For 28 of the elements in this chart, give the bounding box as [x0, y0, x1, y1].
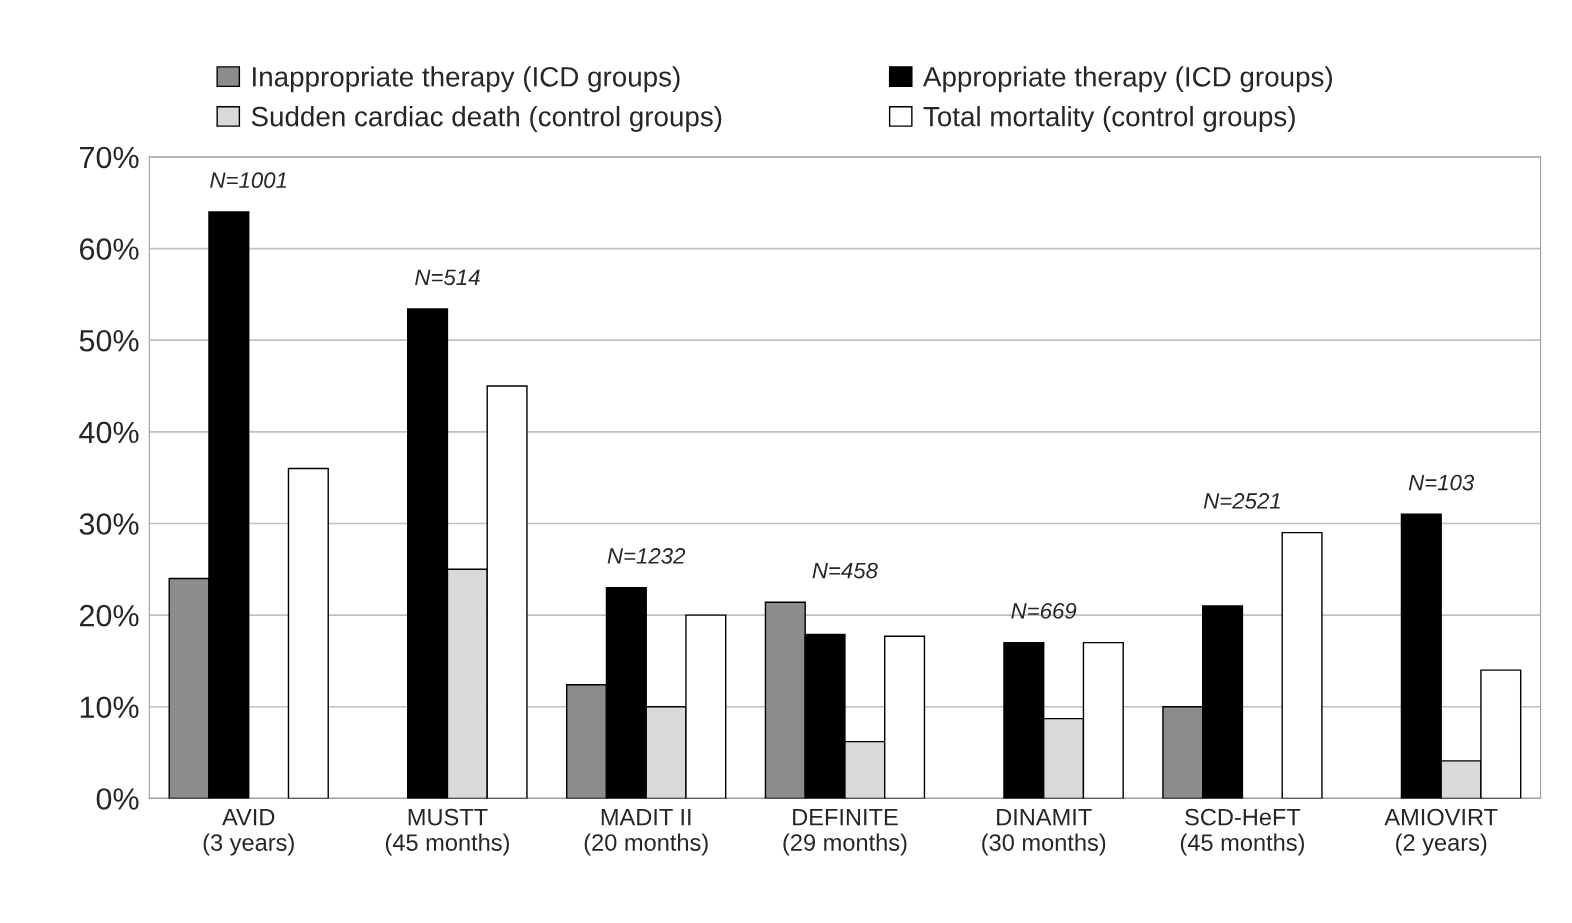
y-tick-label: 30%	[79, 513, 139, 535]
x-tick-label: AVID (3 years)	[203, 808, 294, 856]
annotation: N=1001	[210, 172, 287, 189]
y-tick-label: 20%	[80, 604, 139, 627]
legend-label: Appropriate therapy (ICD groups)	[923, 66, 1332, 93]
y-tick-label: 40%	[79, 421, 139, 444]
legend-label: Total mortality (control groups)	[923, 106, 1295, 132]
x-tick-label: AMIOVIRT (2 years)	[1384, 808, 1498, 856]
y-tick-label: 60%	[80, 238, 139, 260]
x-tick-label: DINAMIT (30 months)	[982, 808, 1106, 856]
x-tick-label: MUSTT (45 months)	[385, 808, 509, 856]
bar	[1281, 531, 1323, 799]
annotation: N=2521	[1203, 493, 1280, 509]
legend-label: Sudden cardiac death (control groups)	[251, 106, 722, 132]
y-tick-label: 50%	[79, 329, 139, 352]
x-tick-label: MADIT II (20 months)	[584, 808, 708, 856]
annotation: N=1232	[607, 548, 686, 564]
bar	[287, 467, 329, 799]
annotation: N=103	[1408, 474, 1475, 491]
annotation: N=514	[415, 269, 480, 286]
x-tick-label: SCD-HeFT (45 months)	[1180, 808, 1304, 856]
y-tick-label: 10%	[80, 696, 139, 719]
annotation: N=458	[812, 562, 878, 579]
legend-label: Inappropriate therapy (ICD groups)	[253, 66, 680, 93]
y-tick-label: 70%	[80, 146, 139, 169]
y-tick-label: 0%	[96, 788, 139, 810]
annotation: N=669	[1011, 603, 1077, 619]
x-tick-label: DEFINITE (29 months)	[783, 808, 907, 856]
